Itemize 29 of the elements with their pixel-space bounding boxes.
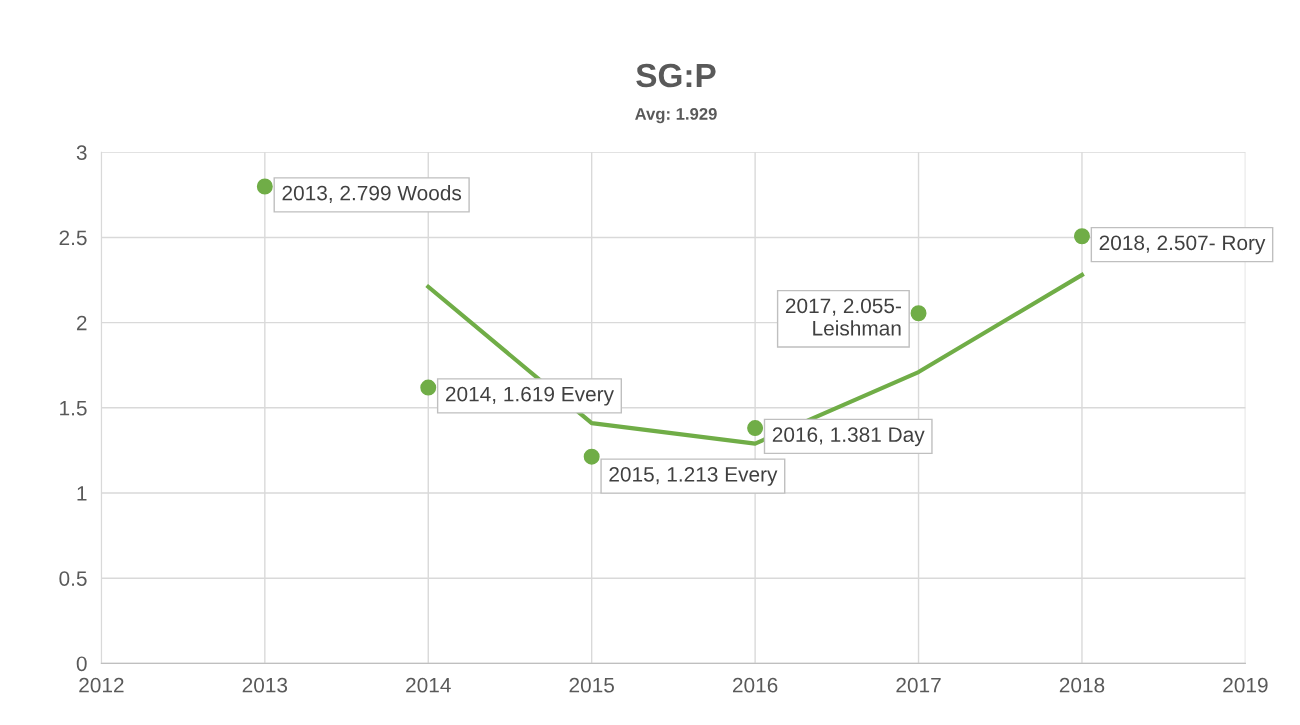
- x-tick-label: 2019: [1223, 677, 1268, 693]
- point: [256, 178, 273, 195]
- x-tick-label: 2013: [242, 677, 288, 693]
- point: [1073, 228, 1090, 245]
- y-tick-label: 3: [76, 145, 87, 160]
- x-tick-label: 2016: [732, 677, 778, 693]
- x-tick-label: 2015: [569, 677, 614, 693]
- point: [747, 420, 764, 437]
- data-label: 2016, 1.381 Day: [772, 427, 925, 447]
- point: [420, 379, 437, 396]
- data-label: 2015, 1.213 Every: [609, 466, 778, 486]
- chart-title: SG:P: [636, 63, 716, 88]
- y-tick-label: 0.5: [59, 571, 87, 586]
- point: [583, 448, 600, 465]
- y-tick-label: 2.5: [59, 230, 87, 246]
- data-label: 2013, 2.799 Woods: [282, 185, 462, 203]
- x-tick-label: 2014: [406, 677, 451, 693]
- x-tick-label: 2012: [79, 677, 124, 693]
- y-tick-label: 1: [77, 486, 87, 501]
- x-tick-label: 2018: [1059, 677, 1105, 693]
- y-tick-label: 2: [76, 315, 87, 331]
- chart-subtitle: Avg: 1.929: [635, 107, 717, 124]
- y-tick-label: 0: [76, 656, 87, 672]
- data-label: 2018, 2.507- Rory: [1099, 235, 1266, 255]
- x-tick-label: 2017: [896, 677, 941, 693]
- point: [910, 305, 927, 322]
- data-label: 2017, 2.055- Leishman: [785, 298, 901, 336]
- y-tick-label: 1.5: [60, 401, 87, 416]
- data-label: 2014, 1.619 Every: [445, 386, 614, 406]
